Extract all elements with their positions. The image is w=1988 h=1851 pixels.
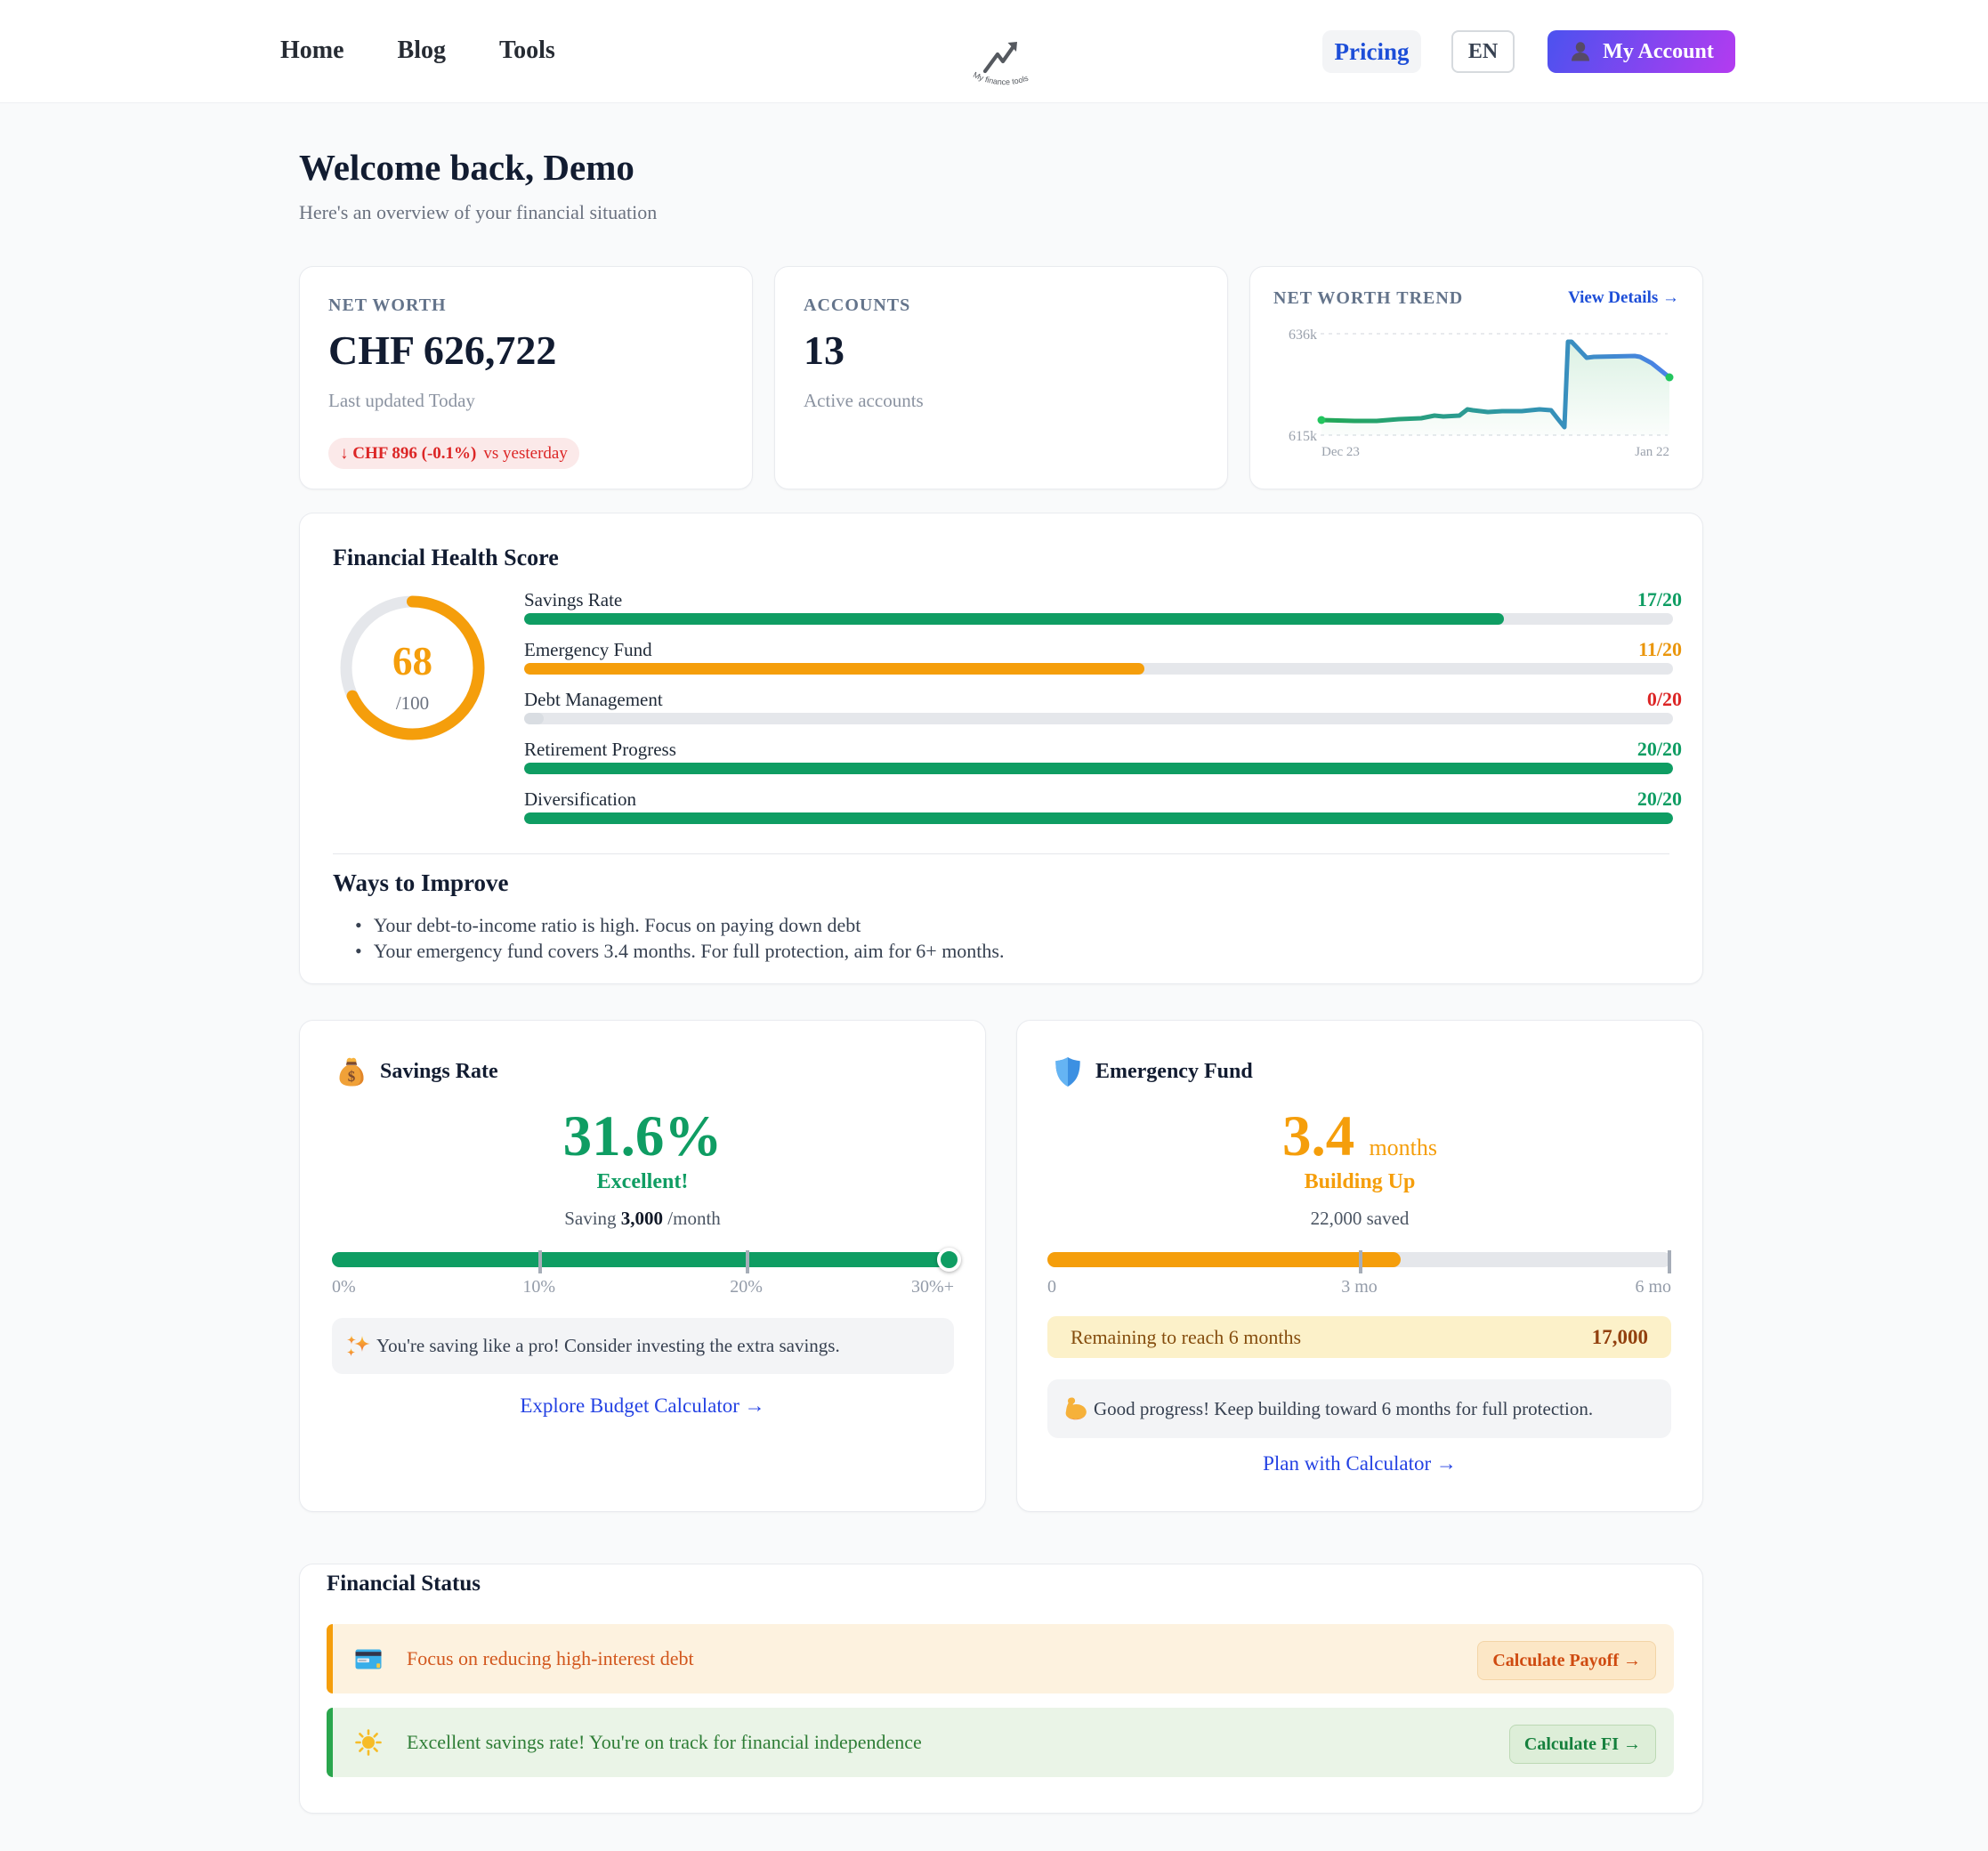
svg-text:$: $ [348,1068,356,1085]
svg-text:My finance tools: My finance tools [972,70,1030,86]
svg-text:Dec 23: Dec 23 [1321,445,1360,459]
svg-text:Jan 22: Jan 22 [1635,445,1669,459]
svg-text:636k: 636k [1289,327,1317,343]
svg-text:615k: 615k [1289,429,1317,444]
